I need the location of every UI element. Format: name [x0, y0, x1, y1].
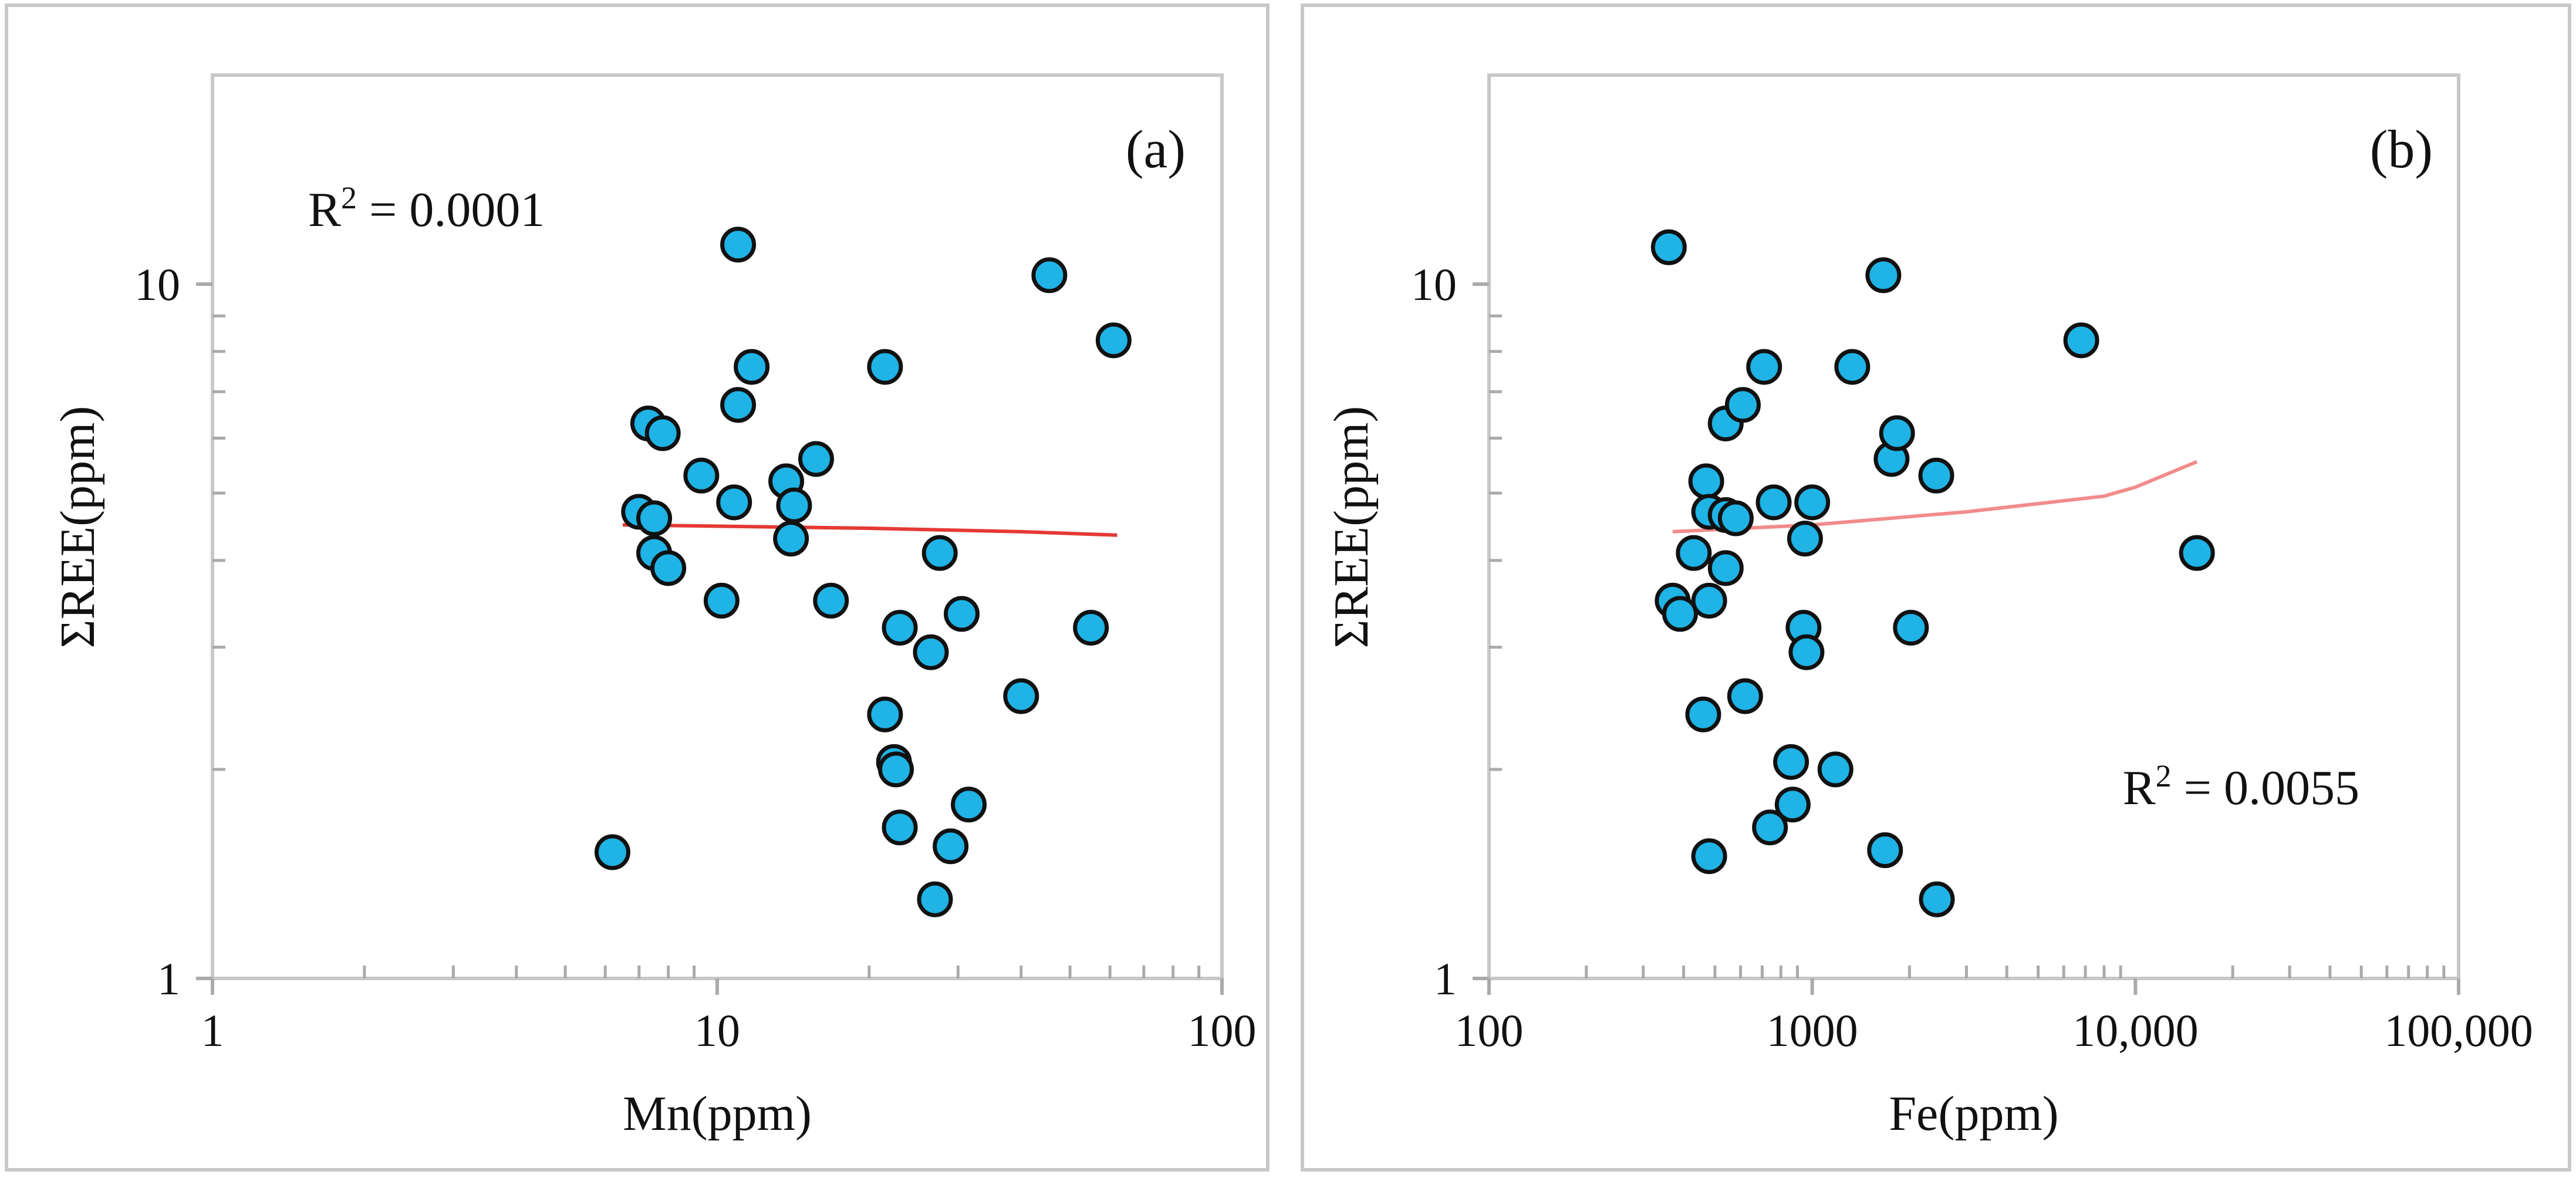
data-point — [1717, 500, 1754, 536]
data-point — [2179, 535, 2215, 571]
r-squared-annotation: R2 = 0.0001 — [308, 180, 545, 237]
data-point — [1662, 596, 1698, 632]
data-point — [1865, 257, 1902, 293]
data-point — [951, 787, 987, 823]
data-point — [636, 500, 673, 536]
data-point — [1727, 678, 1763, 714]
data-point — [1707, 550, 1744, 586]
data-point — [1788, 634, 1825, 670]
data-point — [813, 582, 849, 619]
y-axis-title: ΣREE(ppm) — [1324, 406, 1379, 649]
data-point — [1817, 751, 1853, 788]
x-tick-label: 1 — [201, 1005, 224, 1056]
data-point — [798, 441, 834, 477]
data-point — [1755, 484, 1792, 521]
chart-panel-b: 100 1000 10,000 100,000 1 10 Fe(ppm) ΣREE(ppm) (… — [1324, 73, 2533, 1141]
data-point — [1685, 696, 1721, 733]
chart-panel-a: 1 10 100 1 10 Mn(ppm) ΣREE(ppm) (a) R2 = 0.0001 — [50, 73, 1257, 1141]
data-point — [1691, 838, 1727, 875]
data-point — [1746, 349, 1782, 385]
data-point — [1773, 744, 1809, 780]
data-point — [1031, 257, 1068, 293]
data-point — [720, 227, 757, 263]
x-axis-title: Fe(ppm) — [1889, 1086, 2058, 1141]
data-point — [1794, 484, 1831, 521]
data-point — [1879, 415, 1915, 451]
data-point — [1867, 832, 1903, 869]
panel-label: (b) — [2370, 119, 2433, 179]
r-squared-value: = 0.0055 — [2172, 761, 2359, 815]
r-squared-annotation: R2 = 0.0055 — [2123, 758, 2359, 815]
data-point — [773, 521, 809, 557]
data-point — [1676, 535, 1712, 571]
data-point — [2063, 322, 2099, 359]
data-point — [933, 828, 969, 865]
r-squared-letter: R — [308, 183, 341, 237]
x-axis-title: Mn(ppm) — [623, 1086, 812, 1141]
y-tick-label: 1 — [1434, 953, 1457, 1004]
data-point — [882, 609, 918, 646]
data-point — [1095, 322, 1132, 359]
data-point — [921, 535, 958, 571]
data-point — [644, 415, 681, 451]
r-squared-letter: R — [2123, 761, 2156, 815]
data-point — [716, 484, 752, 521]
trendline — [1672, 460, 2198, 534]
data-point — [650, 550, 687, 586]
x-tick-label: 100,000 — [2384, 1005, 2533, 1056]
data-point — [1787, 521, 1823, 557]
y-axis-title: ΣREE(ppm) — [50, 406, 105, 649]
x-tick-label: 100 — [1455, 1005, 1524, 1056]
plot-area-border — [1487, 73, 2460, 980]
x-tick-label: 10,000 — [2072, 1005, 2199, 1056]
data-point — [1003, 678, 1039, 714]
data-point — [1774, 787, 1811, 823]
data-point — [734, 349, 770, 385]
data-point — [1752, 809, 1788, 846]
panel-label: (a) — [1126, 119, 1186, 179]
data-point — [913, 634, 949, 670]
y-tick-label: 10 — [134, 259, 180, 310]
data-point — [1073, 609, 1109, 646]
x-tick-label: 1000 — [1767, 1005, 1858, 1056]
y-tick-label: 1 — [157, 953, 180, 1004]
data-point — [720, 387, 757, 423]
data-point — [1650, 229, 1687, 265]
trendline — [623, 523, 1117, 537]
data-point — [878, 751, 914, 788]
data-point — [943, 596, 980, 632]
r-squared-exponent: 2 — [341, 180, 357, 215]
y-tick-label: 10 — [1411, 259, 1457, 310]
data-point — [683, 457, 720, 494]
data-point — [703, 582, 740, 619]
data-point — [1919, 881, 1955, 917]
data-point — [1834, 349, 1871, 385]
data-point — [867, 349, 903, 385]
x-tick-label: 100 — [1188, 1005, 1257, 1056]
data-point — [917, 881, 953, 917]
r-squared-exponent: 2 — [2156, 758, 2172, 794]
x-tick-label: 10 — [694, 1005, 740, 1056]
data-point — [1724, 387, 1761, 423]
data-point — [1691, 582, 1727, 619]
data-point — [776, 487, 812, 524]
data-point — [1918, 457, 1954, 494]
data-point — [1893, 609, 1929, 646]
data-point — [867, 696, 903, 733]
r-squared-value: = 0.0001 — [357, 183, 545, 237]
data-point — [882, 809, 918, 846]
data-point — [1688, 463, 1724, 499]
data-point — [594, 834, 630, 870]
